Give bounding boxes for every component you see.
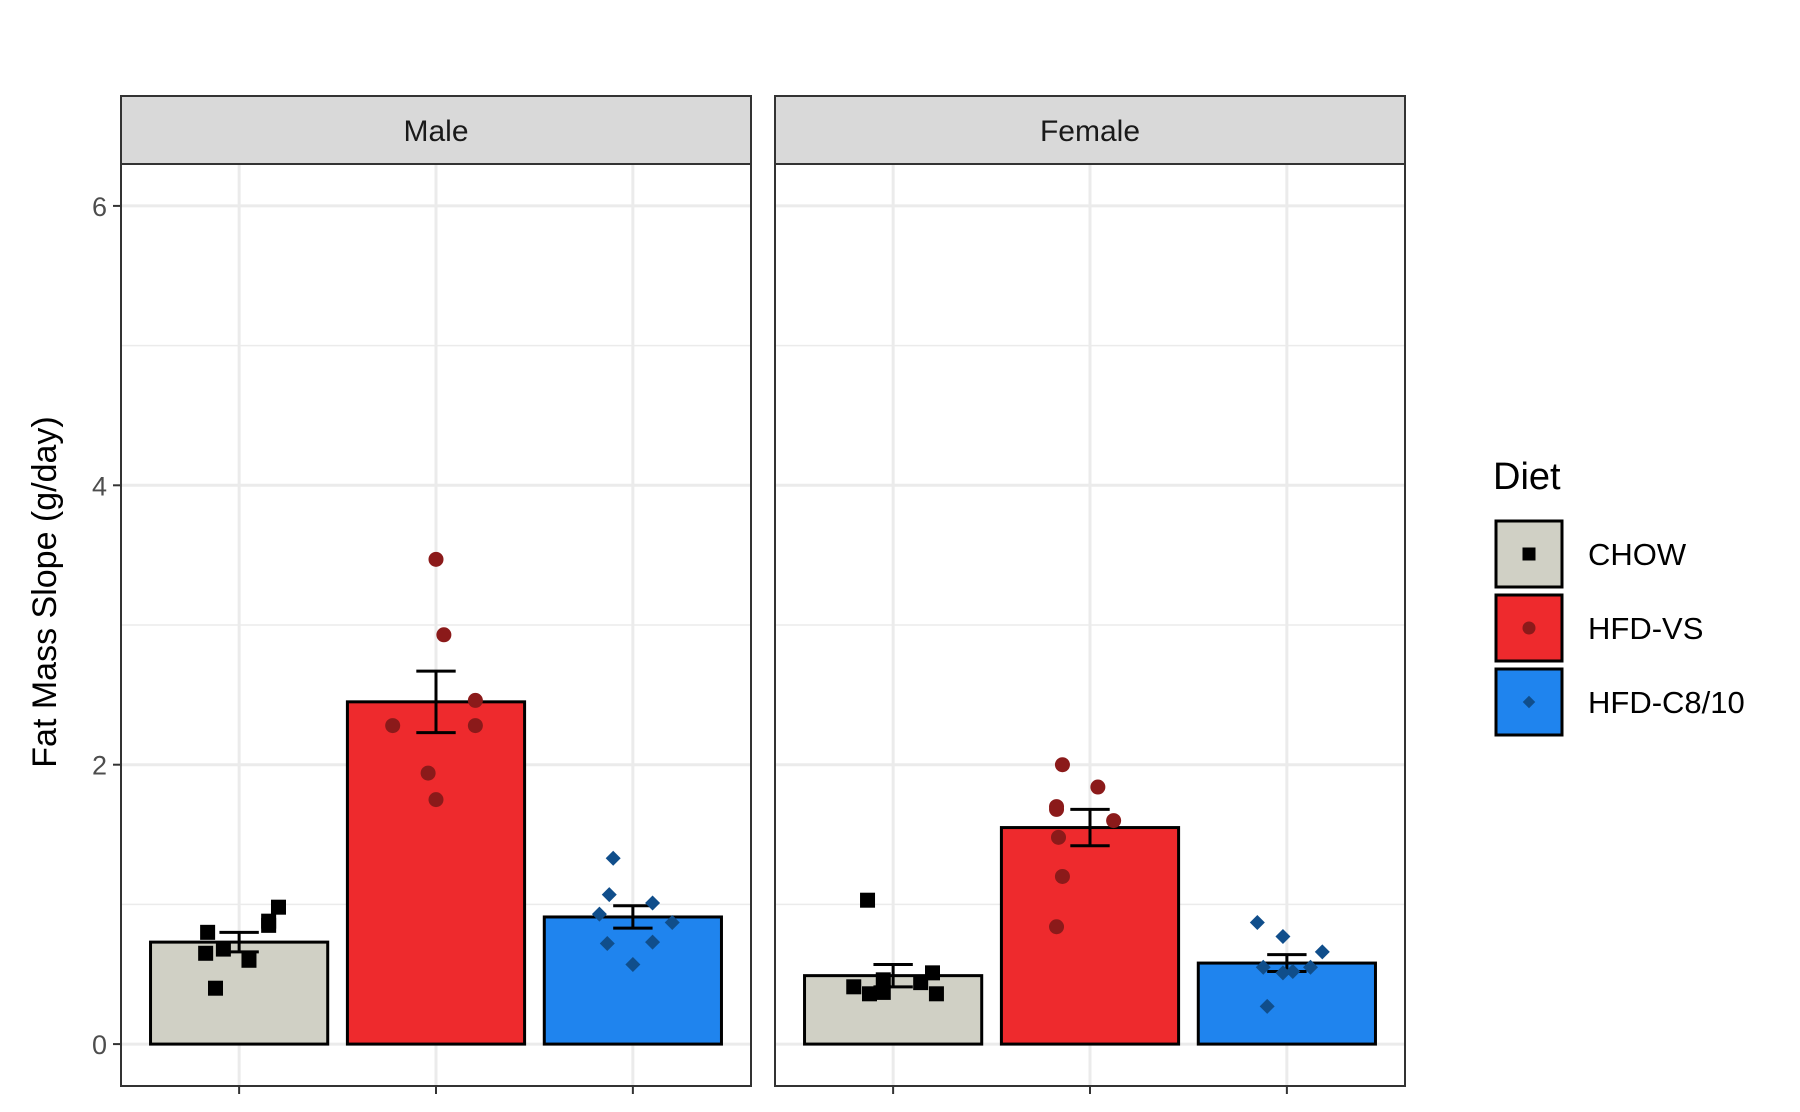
- data-point: [913, 975, 929, 991]
- y-tick-label: 4: [92, 471, 107, 501]
- data-point: [1090, 779, 1106, 795]
- facet-strip: [774, 95, 1406, 165]
- data-point: [1049, 801, 1065, 817]
- legend-item-hfd-vs: HFD-VS: [1494, 593, 1703, 663]
- data-point: [198, 945, 214, 961]
- data-point: [925, 965, 940, 981]
- data-point: [1049, 919, 1065, 935]
- y-axis-title: Fat Mass Slope (g/day): [26, 416, 64, 767]
- legend-key-point: [1522, 547, 1536, 561]
- y-tick-label: 2: [92, 751, 107, 781]
- data-point: [846, 979, 862, 995]
- data-point: [241, 952, 257, 968]
- data-point: [261, 913, 277, 929]
- legend-key-point: [1522, 621, 1536, 635]
- data-point: [875, 972, 891, 988]
- data-point: [428, 551, 444, 567]
- facet-panel-female: Female: [774, 95, 1406, 1094]
- data-point: [591, 906, 607, 922]
- facet-strip-label: Male: [403, 115, 468, 148]
- y-axis: 0 2 4 6: [92, 192, 121, 1060]
- data-point: [645, 895, 661, 911]
- data-point: [271, 899, 286, 915]
- bar-hfd-vs: [345, 700, 527, 1046]
- data-point: [385, 718, 401, 734]
- data-point: [599, 936, 615, 952]
- data-point: [1051, 829, 1066, 845]
- legend-label: HFD-VS: [1588, 611, 1703, 646]
- facet-strip: [120, 95, 752, 165]
- error-bar: [613, 904, 653, 930]
- legend-label: HFD-C8/10: [1588, 685, 1745, 720]
- data-point: [928, 986, 944, 1002]
- data-point: [208, 980, 223, 996]
- data-point: [1285, 963, 1301, 979]
- data-point: [200, 924, 216, 940]
- data-point: [215, 941, 231, 957]
- bar-hfd-vs: [999, 826, 1181, 1046]
- facet-panel-male: Male: [120, 95, 752, 1094]
- legend-title: Diet: [1493, 456, 1561, 498]
- facet-strip-label: Female: [1040, 115, 1140, 148]
- data-point: [862, 986, 877, 1002]
- y-tick-label: 6: [92, 192, 107, 222]
- error-bar: [1070, 807, 1110, 848]
- data-point: [1303, 959, 1318, 975]
- data-point: [1054, 868, 1070, 884]
- facet-panels: Male Female: [120, 95, 1406, 1094]
- data-point: [601, 887, 617, 903]
- data-point: [436, 627, 452, 643]
- data-point: [605, 850, 621, 866]
- data-point: [1275, 965, 1291, 981]
- data-point: [428, 792, 444, 808]
- data-point: [1255, 959, 1271, 975]
- data-point: [1054, 757, 1070, 773]
- data-point: [467, 692, 483, 708]
- error-bar: [416, 669, 456, 735]
- legend-item-hfd-c8/10: HFD-C8/10: [1494, 667, 1745, 737]
- legend-item-chow: CHOW: [1494, 519, 1687, 589]
- data-point: [1275, 929, 1291, 945]
- bar-hfd-c8/10: [542, 915, 723, 1046]
- data-point: [1314, 944, 1330, 960]
- y-tick-label: 0: [92, 1030, 107, 1060]
- legend-key-point: [1522, 695, 1536, 709]
- data-point: [664, 915, 680, 931]
- bar-hfd-c8/10: [1196, 961, 1377, 1046]
- data-point: [467, 718, 483, 734]
- data-point: [860, 892, 876, 908]
- data-point: [420, 765, 436, 781]
- data-point: [875, 984, 891, 1000]
- data-point: [645, 934, 661, 950]
- data-point: [1249, 915, 1265, 931]
- legend-label: CHOW: [1588, 537, 1687, 572]
- data-point: [625, 956, 641, 972]
- data-point: [1106, 813, 1122, 829]
- bar-chow: [149, 940, 330, 1046]
- legend: Diet CHOW HFD-VS HFD-C8/10: [1493, 456, 1745, 737]
- data-point: [1259, 998, 1275, 1014]
